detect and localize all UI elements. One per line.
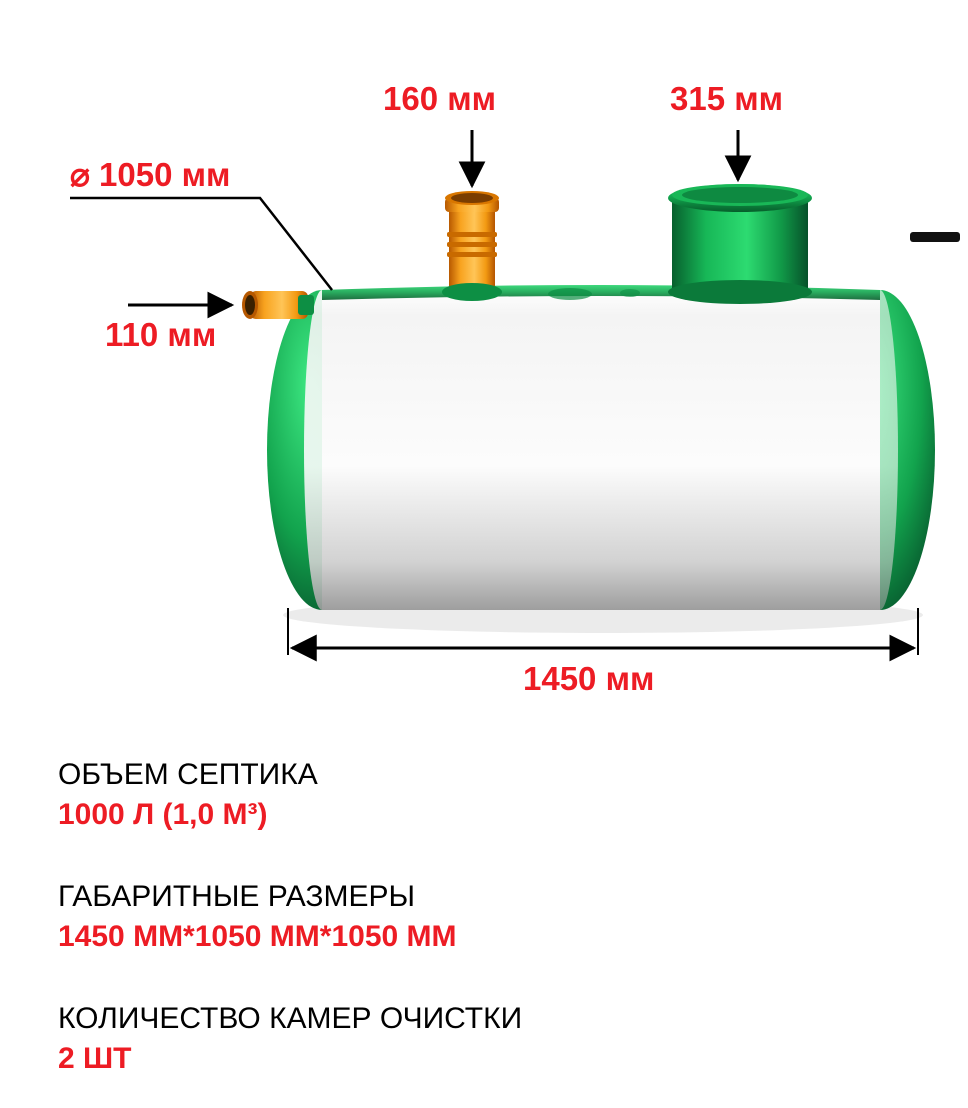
spec-volume-value: 1000 Л (1,0 М³) (58, 797, 318, 833)
spec-dims-title: ГАБАРИТНЫЕ РАЗМЕРЫ (58, 880, 457, 913)
spec-chambers: КОЛИЧЕСТВО КАМЕР ОЧИСТКИ 2 ШТ (58, 1002, 522, 1077)
spec-volume: ОБЪЕМ СЕПТИКА 1000 Л (1,0 М³) (58, 758, 318, 833)
leader-diameter (70, 198, 332, 290)
tank-body-edge-left (304, 290, 340, 610)
green-top-riser (668, 184, 812, 304)
label-diameter: ⌀ 1050 мм (70, 155, 230, 194)
label-length: 1450 мм (523, 660, 654, 698)
orange-top-port (442, 191, 502, 301)
spec-chambers-title: КОЛИЧЕСТВО КАМЕР ОЧИСТКИ (58, 1002, 522, 1035)
septic-tank-diagram: 160 мм 315 мм ⌀ 1050 мм 110 мм 1450 мм О… (0, 0, 968, 1108)
spec-volume-title: ОБЪЕМ СЕПТИКА (58, 758, 318, 791)
tank-body-edge-right (862, 290, 898, 610)
label-inlet: 110 мм (105, 316, 216, 354)
label-pipe-small: 160 мм (383, 80, 496, 118)
label-pipe-large: 315 мм (670, 80, 783, 118)
spec-dims-value: 1450 ММ*1050 ММ*1050 ММ (58, 919, 457, 955)
top-boss-2 (620, 289, 640, 297)
tank-body (322, 290, 880, 610)
spec-dims: ГАБАРИТНЫЕ РАЗМЕРЫ 1450 ММ*1050 ММ*1050 … (58, 880, 457, 955)
outlet-pipe-rear (910, 232, 960, 242)
inlet-port-left (242, 291, 314, 319)
top-boss-1 (548, 288, 592, 300)
spec-chambers-value: 2 ШТ (58, 1041, 522, 1077)
